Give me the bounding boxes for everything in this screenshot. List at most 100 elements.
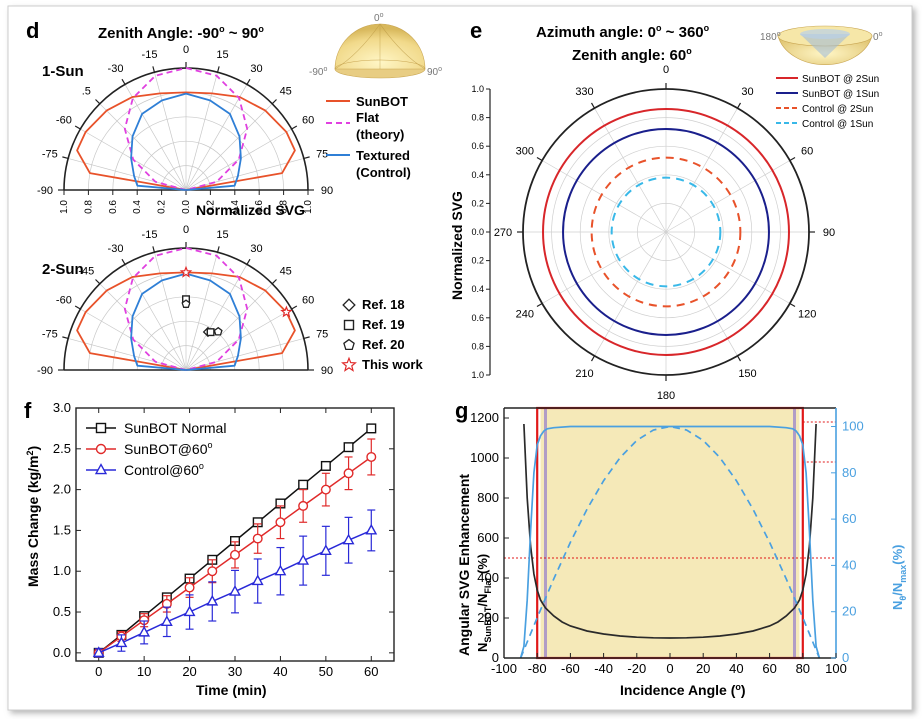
legend-marker-diamond	[342, 298, 356, 312]
radial-axis-label-e: Normalized SVG	[449, 191, 465, 300]
panel-e-title-line2: Zenith angle: 60o	[572, 46, 692, 64]
x-tick-label: -80	[528, 661, 547, 676]
angle-tick	[62, 336, 69, 340]
series-line	[523, 423, 817, 639]
data-point-triangle	[365, 523, 378, 535]
data-point-circle	[366, 451, 377, 462]
y-tick-label: 1.5	[53, 522, 71, 537]
panel-label-g: g	[455, 398, 468, 423]
legend-label: Control @ 1Sun	[802, 119, 873, 130]
y-tick-label: 400	[477, 570, 499, 585]
data-point-circle	[298, 500, 309, 511]
angle-tick-label: -90	[37, 365, 53, 377]
angle-tick	[74, 125, 81, 130]
legend-marker	[94, 463, 108, 475]
angle-tick-label: 0	[183, 44, 189, 56]
x-tick-label: 60	[762, 661, 776, 676]
y-tick-label: 1200	[470, 410, 499, 425]
legend-marker-square	[343, 319, 355, 331]
grid-spoke	[541, 231, 667, 304]
radial-tick-label: 1.0	[471, 84, 484, 94]
dome-inset-d: 0o -90o 90o	[309, 12, 442, 79]
angle-tick-label: 30	[741, 86, 753, 98]
grid-spoke	[594, 107, 667, 233]
marker-pentagon	[213, 326, 223, 336]
series-line	[519, 425, 821, 659]
legend-marker	[95, 422, 107, 434]
legend-label: SunBOT Normal	[124, 420, 226, 436]
angle-tick-label: -75	[42, 329, 58, 341]
polar-chart-e: 0 30 60 90 120 150 180 210 240 270 300 330 1.0 0.8 0.6…	[471, 64, 835, 402]
angle-tick-label: 30	[250, 243, 262, 255]
angle-tick-label: 270	[494, 227, 512, 239]
angle-tick	[291, 305, 298, 310]
marker-star	[179, 265, 193, 278]
panel-f: f 0 10 20 30 40 50 60 0.0 0.5 1.0 1.5 2.0 2.5 3.0 SunB…	[24, 398, 395, 698]
angle-tick-label: 240	[516, 309, 534, 321]
angle-tick-label: -30	[108, 63, 124, 75]
angle-tick	[736, 355, 742, 362]
series-ring	[590, 156, 742, 308]
radial-tick-label: 1.0	[471, 370, 484, 380]
radial-tick-label: 0.2	[471, 198, 484, 208]
legend-label: Control @ 2Sun	[802, 104, 873, 115]
angle-tick	[789, 302, 796, 308]
legend-label-sunbot: SunBOT	[356, 94, 408, 109]
x-tick-label: 20	[696, 661, 710, 676]
legend-label-2sun: This work	[362, 357, 423, 372]
angle-tick	[303, 156, 310, 160]
angle-tick	[246, 258, 251, 265]
angle-tick	[246, 78, 251, 85]
legend-label: SunBOT @ 2Sun	[802, 74, 879, 85]
angle-tick-label: 180	[657, 390, 675, 402]
data-point-triangle	[342, 533, 355, 545]
angle-tick-label: -60	[56, 295, 72, 307]
data-point-triangle	[229, 585, 241, 596]
angle-tick-label: 210	[575, 368, 593, 380]
x-tick-label: 0	[666, 661, 673, 676]
radial-tick-label: 0.8	[83, 200, 94, 214]
angle-tick	[62, 156, 69, 160]
data-point-triangle	[138, 625, 151, 637]
data-point-triangle	[183, 605, 196, 617]
x-tick-label: 40	[729, 661, 743, 676]
angle-tick	[789, 156, 796, 162]
x-axis-label-g: Incidence Angle (o)	[620, 682, 746, 698]
y-tick-label-right: 20	[842, 604, 856, 619]
grid-spoke	[665, 160, 791, 233]
x-tick-label: 80	[796, 661, 810, 676]
panel-d: d Zenith Angle: -90o ~ 90o 0o -90o 90o 1…	[26, 12, 442, 377]
radial-tick-label: 0.6	[471, 141, 484, 151]
grid-spoke	[665, 231, 791, 304]
angle-tick-label: 30	[250, 63, 262, 75]
data-point-square	[366, 423, 377, 434]
y-tick-label: 2.0	[53, 482, 71, 497]
data-point-circle	[229, 549, 240, 560]
legend-marker	[95, 443, 107, 455]
y-tick-label: 200	[477, 610, 499, 625]
radial-tick-label: 0.2	[471, 256, 484, 266]
x-tick-label: 20	[182, 664, 196, 679]
y-tick-label-right: 0	[842, 650, 849, 665]
angle-tick	[216, 66, 220, 73]
angle-tick-label: -15	[142, 229, 158, 241]
radial-tick-label: 0.2	[205, 200, 216, 214]
angle-tick-label: 300	[516, 146, 534, 158]
angle-tick	[271, 99, 277, 105]
marker-square	[206, 328, 215, 337]
radial-tick-label: 0.8	[471, 341, 484, 351]
y-tick-label-right: 60	[842, 511, 856, 526]
y-tick-label: 0	[492, 650, 499, 665]
angle-tick	[152, 246, 156, 253]
grid-spoke	[185, 283, 273, 371]
grid-spoke	[154, 72, 187, 191]
radial-tick-label: 1.0	[303, 200, 314, 214]
x-tick-label: -100	[491, 661, 517, 676]
grid-spoke	[185, 252, 218, 371]
data-point-circle	[184, 582, 195, 593]
data-point-triangle	[251, 574, 264, 586]
y-axis-label-g-right: Nθ/Nmax(%)	[890, 545, 908, 611]
angle-tick	[216, 246, 220, 253]
grid-spoke	[185, 308, 292, 371]
angle-tick-label: 150	[738, 368, 756, 380]
